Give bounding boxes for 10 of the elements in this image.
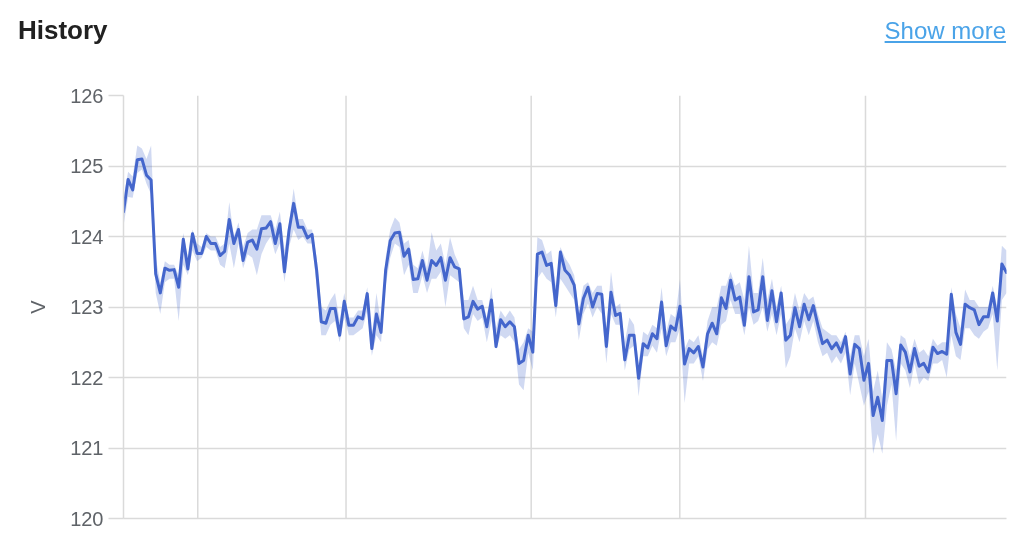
y-tick-label: 126 [70,84,104,107]
chart-title: History [18,14,108,48]
y-tick-label: 120 [70,507,104,530]
y-axis-title: V [27,299,50,314]
y-tick-label: 121 [70,437,104,459]
y-tick-label: 124 [70,225,104,248]
y-tick-label: 122 [70,366,104,389]
y-tick-label: 123 [70,296,104,318]
y-tick-label: 125 [70,155,104,177]
text: Show more [884,15,1006,46]
